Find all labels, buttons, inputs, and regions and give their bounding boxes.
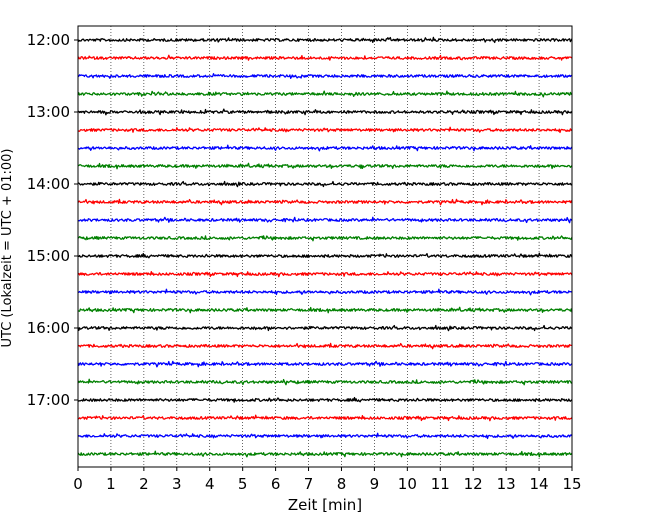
trace-line (77, 36, 573, 44)
x-tick-label: 12 (464, 475, 483, 493)
trace-line (77, 252, 573, 259)
x-tick-label: 8 (337, 475, 347, 493)
trace-line (77, 162, 573, 170)
x-tick-label: 6 (271, 475, 281, 493)
trace-line (77, 198, 573, 206)
trace-line (77, 342, 573, 350)
x-axis-label: Zeit [min] (288, 496, 362, 514)
y-tick-label: 12:00 (27, 31, 70, 49)
y-tick-label: 13:00 (27, 103, 70, 121)
plot-area (78, 26, 572, 467)
x-tick-label: 15 (562, 475, 581, 493)
x-tick-label: 4 (205, 475, 215, 493)
x-tick-label: 10 (398, 475, 417, 493)
y-tick-label: 15:00 (27, 247, 70, 265)
trace-line (77, 235, 573, 242)
trace-line (77, 432, 573, 440)
trace-line (77, 216, 573, 224)
trace-line (77, 126, 573, 134)
trace-line (77, 144, 573, 152)
trace-line (77, 306, 573, 314)
x-axis: 0 1 2 3 4 5 6 7 8 9 10 11 12 13 14 15 (73, 467, 582, 493)
trace-line (77, 90, 573, 98)
y-tick-label: 14:00 (27, 175, 70, 193)
y-axis: 12:00 13:00 14:00 15:00 16:00 17:00 (27, 31, 78, 409)
x-tick-label: 0 (73, 475, 83, 493)
x-tick-label: 7 (304, 475, 314, 493)
trace-line (77, 108, 573, 116)
trace-line (77, 396, 573, 403)
x-tick-label: 13 (497, 475, 516, 493)
x-tick-label: 9 (370, 475, 380, 493)
trace-line (77, 450, 573, 458)
traces (77, 36, 573, 458)
trace-line (77, 271, 573, 278)
trace-line (77, 360, 573, 368)
y-tick-label: 16:00 (27, 319, 70, 337)
x-tick-label: 1 (106, 475, 116, 493)
trace-line (77, 378, 573, 386)
trace-line (77, 73, 573, 80)
y-axis-label: UTC (Lokalzeit = UTC + 01:00) (0, 149, 15, 348)
trace-line (77, 414, 573, 422)
trace-line (77, 324, 573, 332)
trace-line (77, 54, 573, 61)
x-tick-label: 11 (431, 475, 450, 493)
x-tick-label: 14 (530, 475, 549, 493)
x-tick-label: 2 (139, 475, 149, 493)
trace-line (78, 180, 573, 188)
x-tick-label: 3 (172, 475, 182, 493)
y-tick-label: 17:00 (27, 391, 70, 409)
plot-frame (77, 25, 573, 468)
trace-line (77, 288, 573, 296)
x-tick-label: 5 (238, 475, 248, 493)
